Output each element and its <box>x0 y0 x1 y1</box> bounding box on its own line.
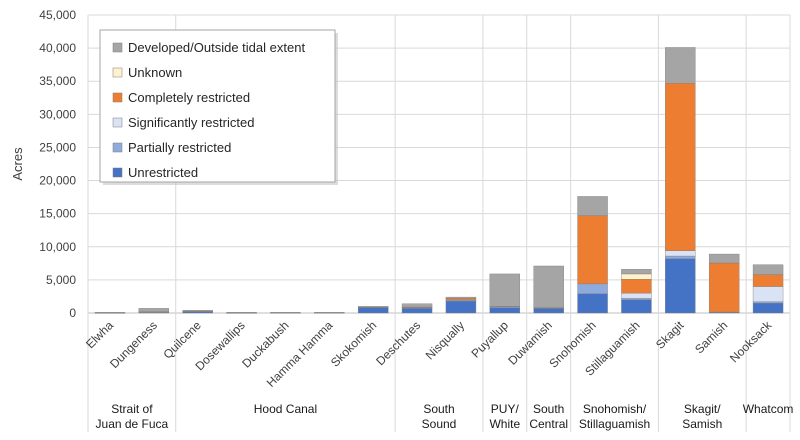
bar-elwha-developed-outside-tidal-extent <box>94 312 126 314</box>
y-tick-label: 5,000 <box>46 273 76 287</box>
bar-duwamish-unrestricted <box>533 308 564 314</box>
bar-skagit-completely-restricted <box>665 83 696 251</box>
legend-entry-completely-restricted: Completely restricted <box>128 90 250 105</box>
bar-samish-developed-outside-tidal-extent <box>708 253 740 264</box>
bar-puyallup-unrestricted <box>489 307 521 314</box>
bars <box>94 47 784 314</box>
legend-entry-partially-restricted: Partially restricted <box>128 140 231 155</box>
legend-entry-unrestricted: Unrestricted <box>128 165 198 180</box>
bar-stillaguamish-completely-restricted <box>621 279 652 294</box>
category-label: Quilcene <box>160 318 204 362</box>
legend: Developed/Outside tidal extent Unknown Com… <box>99 29 338 185</box>
bar-snohomish-unrestricted <box>577 293 608 314</box>
group-label: PUY/White <box>489 402 520 431</box>
category-label: Nooksack <box>727 318 775 366</box>
legend-swatch-unknown <box>112 67 123 78</box>
bar-snohomish-completely-restricted <box>577 215 608 285</box>
category-label: Deschutes <box>373 318 423 368</box>
group-label: Hood Canal <box>254 402 317 416</box>
category-label: Skokomish <box>328 318 379 369</box>
category-label: Nisqually <box>423 318 467 362</box>
bar-deschutes-unrestricted <box>401 308 433 314</box>
legend-swatch-unrestricted <box>112 167 123 178</box>
group-label: South Sound <box>422 402 457 431</box>
bar-duwamish-developed-outside-tidal-extent <box>533 265 564 308</box>
bar-dosewallips-developed-outside-tidal-extent <box>226 312 257 314</box>
bar-dungeness-developed-outside-tidal-extent <box>138 308 170 312</box>
group-labels: Strait of Juan de Fuca Hood Canal South Soun… <box>96 402 794 431</box>
legend-entry-developed-outside-tidal-extent: Developed/Outside tidal extent <box>128 40 305 55</box>
legend-swatch-developed-outside-tidal-extent <box>112 42 123 53</box>
bar-skagit-partially-restricted <box>665 255 696 259</box>
group-label: Strait of Juan de Fuca <box>96 402 169 431</box>
y-tick-label: 25,000 <box>39 140 76 154</box>
bar-nisqually-completely-restricted <box>445 298 477 301</box>
y-tick-label: 30,000 <box>39 107 76 121</box>
legend-swatch-completely-restricted <box>112 92 123 103</box>
bar-duckabush-developed-outside-tidal-extent <box>270 312 301 314</box>
group-label: Whatcom <box>743 402 794 416</box>
y-tick-label: 40,000 <box>39 41 76 55</box>
group-label: Snohomish/Stillaguamish <box>579 402 650 431</box>
bar-nooksack-completely-restricted <box>752 274 784 287</box>
y-axis-label: Acres <box>10 147 25 181</box>
legend-swatch-significantly-restricted <box>112 117 123 128</box>
bar-hamma-hamma-developed-outside-tidal-extent <box>314 312 345 314</box>
y-tick-label: 45,000 <box>39 8 76 22</box>
y-tick-label: 0 <box>69 306 76 320</box>
bar-stillaguamish-developed-outside-tidal-extent <box>621 269 652 275</box>
bar-nisqually-unrestricted <box>445 300 477 314</box>
bar-snohomish-partially-restricted <box>577 283 608 294</box>
legend-entry-unknown: Unknown <box>128 65 182 80</box>
bar-skagit-significantly-restricted <box>665 250 696 257</box>
bar-skagit-unrestricted <box>665 258 696 314</box>
bar-samish-completely-restricted <box>708 262 740 313</box>
bar-skokomish-unrestricted <box>357 307 389 314</box>
bar-skokomish-developed-outside-tidal-extent <box>357 306 389 308</box>
bar-skagit-developed-outside-tidal-extent <box>665 47 696 84</box>
category-label: Samish <box>692 318 730 356</box>
bar-puyallup-developed-outside-tidal-extent <box>489 273 521 307</box>
category-label: Dungeness <box>107 318 160 371</box>
y-tick-label: 15,000 <box>39 207 76 221</box>
bar-stillaguamish-significantly-restricted <box>621 292 652 299</box>
y-tick-label: 20,000 <box>39 174 76 188</box>
bar-nooksack-unrestricted <box>752 302 784 314</box>
group-label: Skagit/Samish <box>682 402 722 431</box>
y-tick-label: 35,000 <box>39 74 76 88</box>
legend-box <box>99 29 336 183</box>
legend-entry-significantly-restricted: Significantly restricted <box>128 115 254 130</box>
bar-quilcene-developed-outside-tidal-extent <box>182 310 213 312</box>
bar-nooksack-significantly-restricted <box>752 286 784 302</box>
y-tick-label: 10,000 <box>39 240 76 254</box>
bar-stillaguamish-unknown <box>621 273 652 280</box>
category-label: Puyallup <box>468 318 511 361</box>
bar-nisqually-developed-outside-tidal-extent <box>445 296 477 299</box>
group-label: South Central <box>529 402 568 431</box>
bar-snohomish-developed-outside-tidal-extent <box>577 196 608 216</box>
legend-swatch-partially-restricted <box>112 142 123 153</box>
y-axis-tick-labels: 0 5,000 10,000 15,000 20,000 25,000 30,000 35,0… <box>39 8 76 320</box>
bar-stillaguamish-unrestricted <box>621 299 652 314</box>
bar-deschutes-developed-outside-tidal-extent <box>401 303 433 308</box>
bar-nooksack-developed-outside-tidal-extent <box>752 264 784 275</box>
